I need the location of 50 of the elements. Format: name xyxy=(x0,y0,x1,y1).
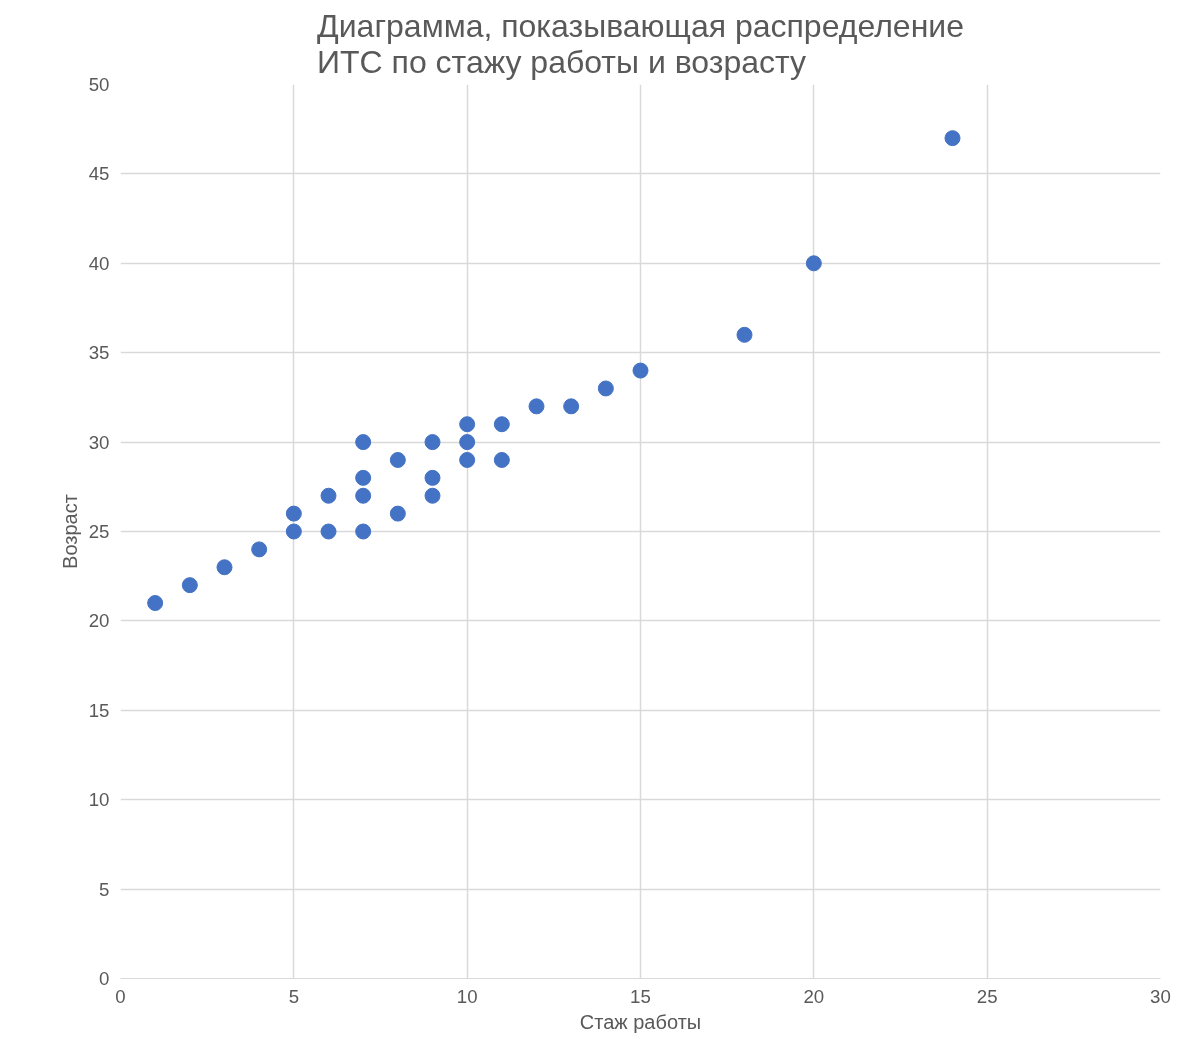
point xyxy=(424,487,441,504)
y-tick-label: 50 xyxy=(88,74,110,95)
point xyxy=(355,523,372,540)
point xyxy=(528,398,545,415)
y-tick-label: 30 xyxy=(88,431,110,453)
x-axis-title: Стаж работы xyxy=(579,1010,702,1033)
point xyxy=(493,416,510,433)
point xyxy=(285,523,302,540)
point xyxy=(355,469,372,486)
point xyxy=(181,577,198,594)
point xyxy=(632,362,649,379)
point xyxy=(459,416,476,433)
y-tick-label: 10 xyxy=(88,789,110,811)
y-tick-label: 35 xyxy=(88,342,110,364)
x-tick-label: 20 xyxy=(803,985,825,1007)
point xyxy=(493,451,510,468)
y-tick-label: 40 xyxy=(88,252,110,274)
point xyxy=(285,505,302,522)
x-tick-label: 10 xyxy=(456,985,478,1007)
point xyxy=(563,398,580,415)
y-tick-label: 5 xyxy=(99,878,110,900)
x-tick-label: 15 xyxy=(630,985,651,1007)
point xyxy=(320,487,337,504)
x-tick-label: 30 xyxy=(1150,985,1171,1007)
y-tick-label: 20 xyxy=(88,610,110,632)
point xyxy=(147,595,164,612)
y-axis-title: Возраст xyxy=(58,494,81,569)
point xyxy=(251,541,268,558)
x-tick-label: 0 xyxy=(115,985,126,1007)
point xyxy=(736,326,753,343)
point xyxy=(944,130,961,147)
point xyxy=(424,434,441,451)
point xyxy=(459,451,476,468)
y-tick-label: 25 xyxy=(88,521,110,542)
y-tick-label: 45 xyxy=(88,163,110,185)
point xyxy=(424,469,441,486)
point xyxy=(805,255,822,272)
y-tick-label: 15 xyxy=(88,699,110,721)
point xyxy=(216,559,233,576)
chart-title: Диаграмма, показывающая распределение ИТС по стажу работы и возрасту xyxy=(317,7,964,80)
point xyxy=(389,505,406,522)
x-tick-label: 5 xyxy=(288,985,300,1007)
x-tick-label: 25 xyxy=(976,985,998,1007)
point xyxy=(355,434,372,451)
point xyxy=(459,434,476,451)
y-tick-label: 0 xyxy=(99,968,110,989)
point xyxy=(320,523,337,540)
point xyxy=(597,380,614,397)
point xyxy=(355,487,372,504)
point xyxy=(389,451,406,468)
